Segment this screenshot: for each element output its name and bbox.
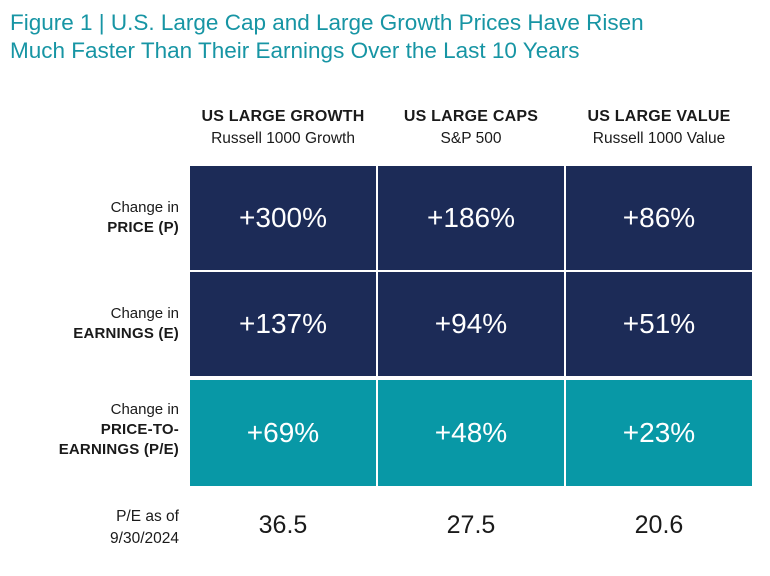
row-label-price: Change in PRICE (P) bbox=[107, 198, 179, 238]
pe-value-large-value: 20.6 bbox=[634, 511, 684, 539]
cell-earnings-large-caps: +94% bbox=[378, 272, 564, 376]
column-header-large-growth: US LARGE GROWTH Russell 1000 Growth bbox=[190, 106, 376, 150]
row-label-earnings: Change in EARNINGS (E) bbox=[73, 304, 179, 344]
row-label-main: PRICE (P) bbox=[107, 219, 179, 236]
chart-title: Figure 1 | U.S. Large Cap and Large Grow… bbox=[10, 9, 760, 65]
chart-title-line-1: Figure 1 | U.S. Large Cap and Large Grow… bbox=[10, 10, 644, 35]
pe-label-line-2: 9/30/2024 bbox=[110, 530, 179, 547]
cell-earnings-large-value: +51% bbox=[566, 272, 752, 376]
row-label-prefix: Change in bbox=[110, 305, 179, 322]
row-label-main-line-2: EARNINGS (P/E) bbox=[58, 441, 179, 458]
row-label-prefix: Change in bbox=[110, 401, 179, 418]
pe-value-large-growth: 36.5 bbox=[258, 511, 308, 539]
cell-price-large-growth: +300% bbox=[190, 166, 376, 270]
cell-pe-change-large-value: +23% bbox=[566, 380, 752, 486]
cell-earnings-large-growth: +137% bbox=[190, 272, 376, 376]
cell-price-large-value: +86% bbox=[566, 166, 752, 270]
row-label-pe-date: P/E as of 9/30/2024 bbox=[110, 506, 179, 550]
row-label-main: PRICE-TO- bbox=[100, 421, 179, 438]
column-header-large-caps: US LARGE CAPS S&P 500 bbox=[378, 106, 564, 150]
cell-pe-change-large-caps: +48% bbox=[378, 380, 564, 486]
column-header-large-value: US LARGE VALUE Russell 1000 Value bbox=[566, 106, 752, 150]
column-header-name: US LARGE VALUE bbox=[587, 108, 731, 125]
column-header-name: US LARGE GROWTH bbox=[201, 108, 365, 125]
chart-title-line-2: Much Faster Than Their Earnings Over the… bbox=[10, 38, 580, 63]
pe-label-line-1: P/E as of bbox=[116, 508, 179, 525]
row-label-prefix: Change in bbox=[110, 199, 179, 216]
row-label-pe-change: Change in PRICE-TO- EARNINGS (P/E) bbox=[59, 400, 179, 460]
column-header-name: US LARGE CAPS bbox=[403, 108, 539, 125]
column-header-index: Russell 1000 Value bbox=[592, 130, 726, 147]
row-label-main: EARNINGS (E) bbox=[73, 325, 179, 342]
cell-pe-change-large-growth: +69% bbox=[190, 380, 376, 486]
pe-value-large-caps: 27.5 bbox=[446, 511, 496, 539]
cell-price-large-caps: +186% bbox=[378, 166, 564, 270]
column-header-index: Russell 1000 Growth bbox=[211, 130, 355, 147]
column-header-index: S&P 500 bbox=[440, 130, 502, 147]
